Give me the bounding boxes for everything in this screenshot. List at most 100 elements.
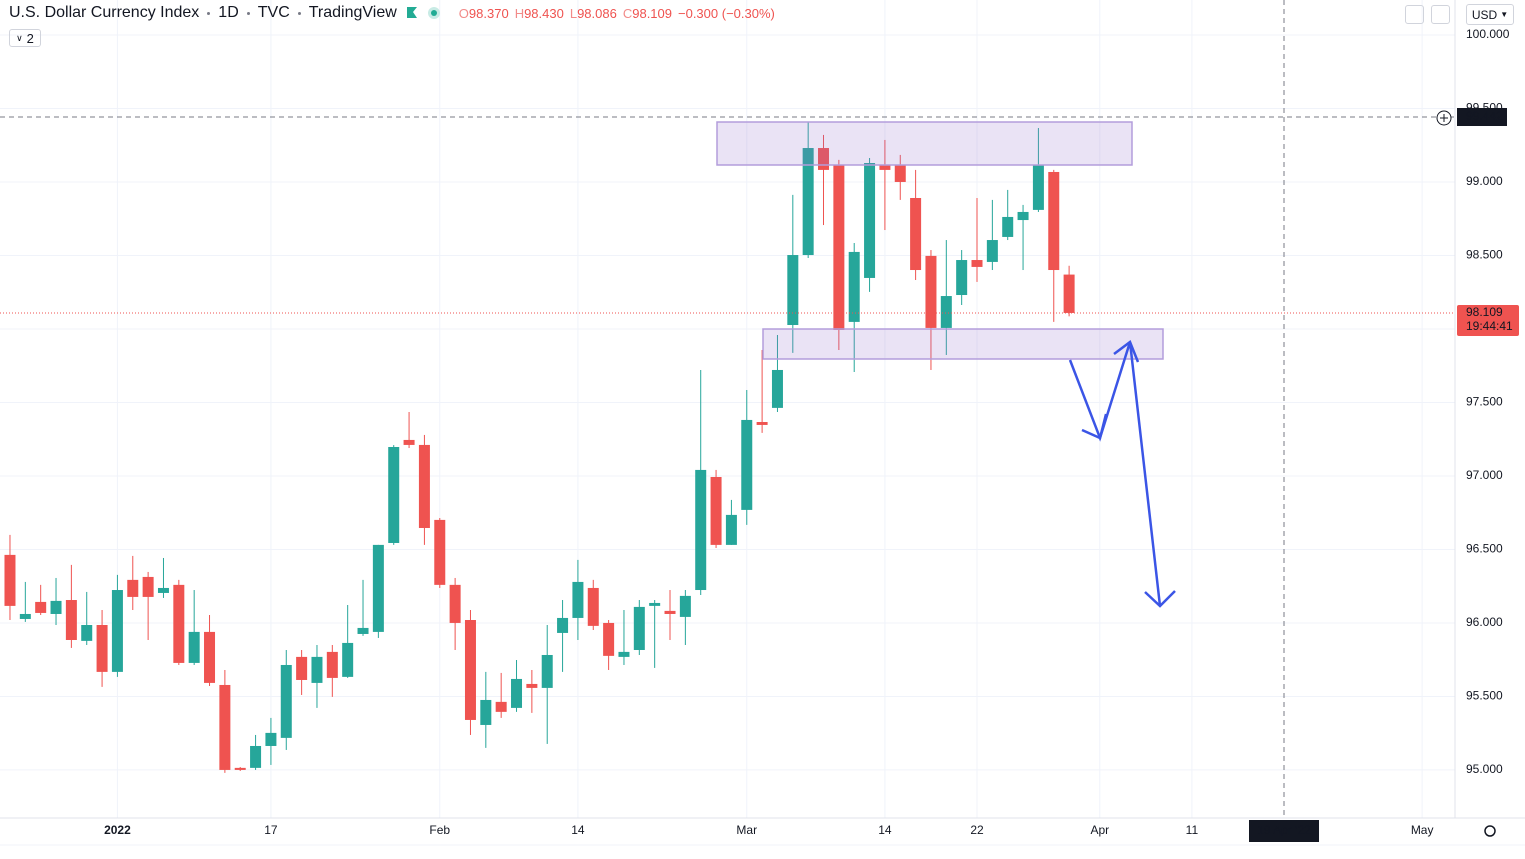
y-tick-label: 99.000 xyxy=(1466,174,1503,188)
support-zone xyxy=(762,328,1164,360)
arrow-head xyxy=(1113,340,1140,363)
candle-body xyxy=(173,584,185,663)
x-tick-label: 17 xyxy=(264,823,278,837)
source: TradingView xyxy=(308,4,397,21)
candle-body xyxy=(65,600,77,640)
candle-body xyxy=(372,544,384,632)
separator xyxy=(246,11,250,15)
candle-body xyxy=(449,584,461,623)
candle-body xyxy=(204,631,216,683)
y-tick-label: 97.000 xyxy=(1466,468,1503,482)
x-tick-label: Feb xyxy=(429,823,450,837)
candle-body xyxy=(633,606,645,650)
candle-body xyxy=(741,419,753,510)
time-axis-panel xyxy=(0,818,1455,859)
candle-body xyxy=(572,581,584,618)
ohlc-value: 98.430 xyxy=(524,5,564,21)
candle-body xyxy=(234,767,246,770)
candle-body xyxy=(848,251,860,322)
ohlc-value: 98.109 xyxy=(632,5,672,21)
candle-body xyxy=(434,519,446,585)
candle-body xyxy=(587,587,599,626)
arrow-head xyxy=(1144,590,1176,608)
candle-body xyxy=(649,602,661,606)
candle-body xyxy=(664,610,676,614)
price-axis-panel xyxy=(1455,0,1525,859)
ohlc-item: L98.086 xyxy=(570,6,617,21)
candle-body xyxy=(818,148,830,170)
y-tick-label: 100.000 xyxy=(1466,27,1510,41)
candle-body xyxy=(971,260,983,267)
collapse-button[interactable] xyxy=(1405,5,1424,24)
candle-body xyxy=(480,699,492,725)
y-tick-label: 95.500 xyxy=(1466,689,1503,703)
candle-body xyxy=(342,642,354,677)
resistance-zone xyxy=(716,121,1133,166)
symbol-title[interactable]: U.S. Dollar Currency Index xyxy=(9,4,200,21)
change: −0.300 (−0.30%) xyxy=(678,5,775,21)
candle-body xyxy=(894,164,906,182)
interval[interactable]: 1D xyxy=(218,4,239,21)
last-price-box xyxy=(1457,304,1519,336)
candle-body xyxy=(1017,211,1029,221)
header: U.S. Dollar Currency Index 1D TVC Tradin… xyxy=(9,4,775,22)
candle-body xyxy=(725,514,737,545)
exchange: TVC xyxy=(257,4,290,21)
candle-body xyxy=(357,627,369,634)
crosshair-price-label: 99.442 xyxy=(1466,109,1503,123)
x-tick-label: 2022 xyxy=(104,823,131,837)
candle-body xyxy=(526,683,538,688)
maximize-button[interactable] xyxy=(1431,5,1450,24)
ohlc-item: O98.370 xyxy=(459,6,509,21)
overlay xyxy=(0,0,1455,818)
ohlc-value: 98.086 xyxy=(577,5,617,21)
candle-body xyxy=(710,476,722,545)
separator xyxy=(297,11,301,15)
candle-body xyxy=(4,554,16,606)
candle-body xyxy=(81,625,93,641)
candle-body xyxy=(1032,164,1044,210)
arrow-head xyxy=(1081,413,1108,440)
projection-arrow xyxy=(1068,341,1162,607)
y-tick-label: 96.500 xyxy=(1466,542,1503,556)
x-tick-label: 22 xyxy=(970,823,984,837)
candle-body xyxy=(1063,274,1075,313)
y-tick-label: 96.000 xyxy=(1466,615,1503,629)
candle-body xyxy=(250,745,262,768)
candle-body xyxy=(910,197,922,271)
ohlc-legend: O98.370 H98.430 L98.086 C98.109 −0.300 (−0.3… xyxy=(459,6,775,21)
ohlc-key: L xyxy=(569,5,578,21)
candle-body xyxy=(157,587,169,593)
candle-body xyxy=(265,732,277,746)
separator xyxy=(207,11,211,15)
candle-body xyxy=(35,601,47,613)
candle-body xyxy=(833,164,845,330)
currency-button[interactable]: USD ▼ xyxy=(1466,4,1514,25)
candle-body xyxy=(219,684,231,770)
x-tick-label: 11 xyxy=(1186,823,1199,837)
candle-body xyxy=(956,260,968,296)
candle-body xyxy=(296,656,308,680)
candle-body xyxy=(925,255,937,328)
ohlc-item: C98.109 xyxy=(623,6,672,21)
settings-icon[interactable] xyxy=(1484,825,1496,837)
plot-area xyxy=(4,122,1075,773)
x-tick-label: May xyxy=(1411,823,1434,837)
candle-body xyxy=(188,631,200,663)
indicator-toggle[interactable]: ∨ 2 xyxy=(9,29,41,47)
ohlc-item: H98.430 xyxy=(515,6,564,21)
candle-body xyxy=(756,422,768,425)
y-tick-label: 95.000 xyxy=(1466,762,1503,776)
crosshair-price-box xyxy=(1457,108,1507,127)
candle-body xyxy=(96,625,108,672)
candle-body xyxy=(940,296,952,328)
candle-body xyxy=(695,469,707,591)
candle-body xyxy=(511,678,523,708)
candle-body xyxy=(1048,171,1060,271)
ohlc-key: H xyxy=(514,5,525,21)
candle-body xyxy=(464,620,476,720)
candle-body xyxy=(280,664,292,738)
grid xyxy=(0,0,1455,818)
candle-body xyxy=(403,439,415,445)
